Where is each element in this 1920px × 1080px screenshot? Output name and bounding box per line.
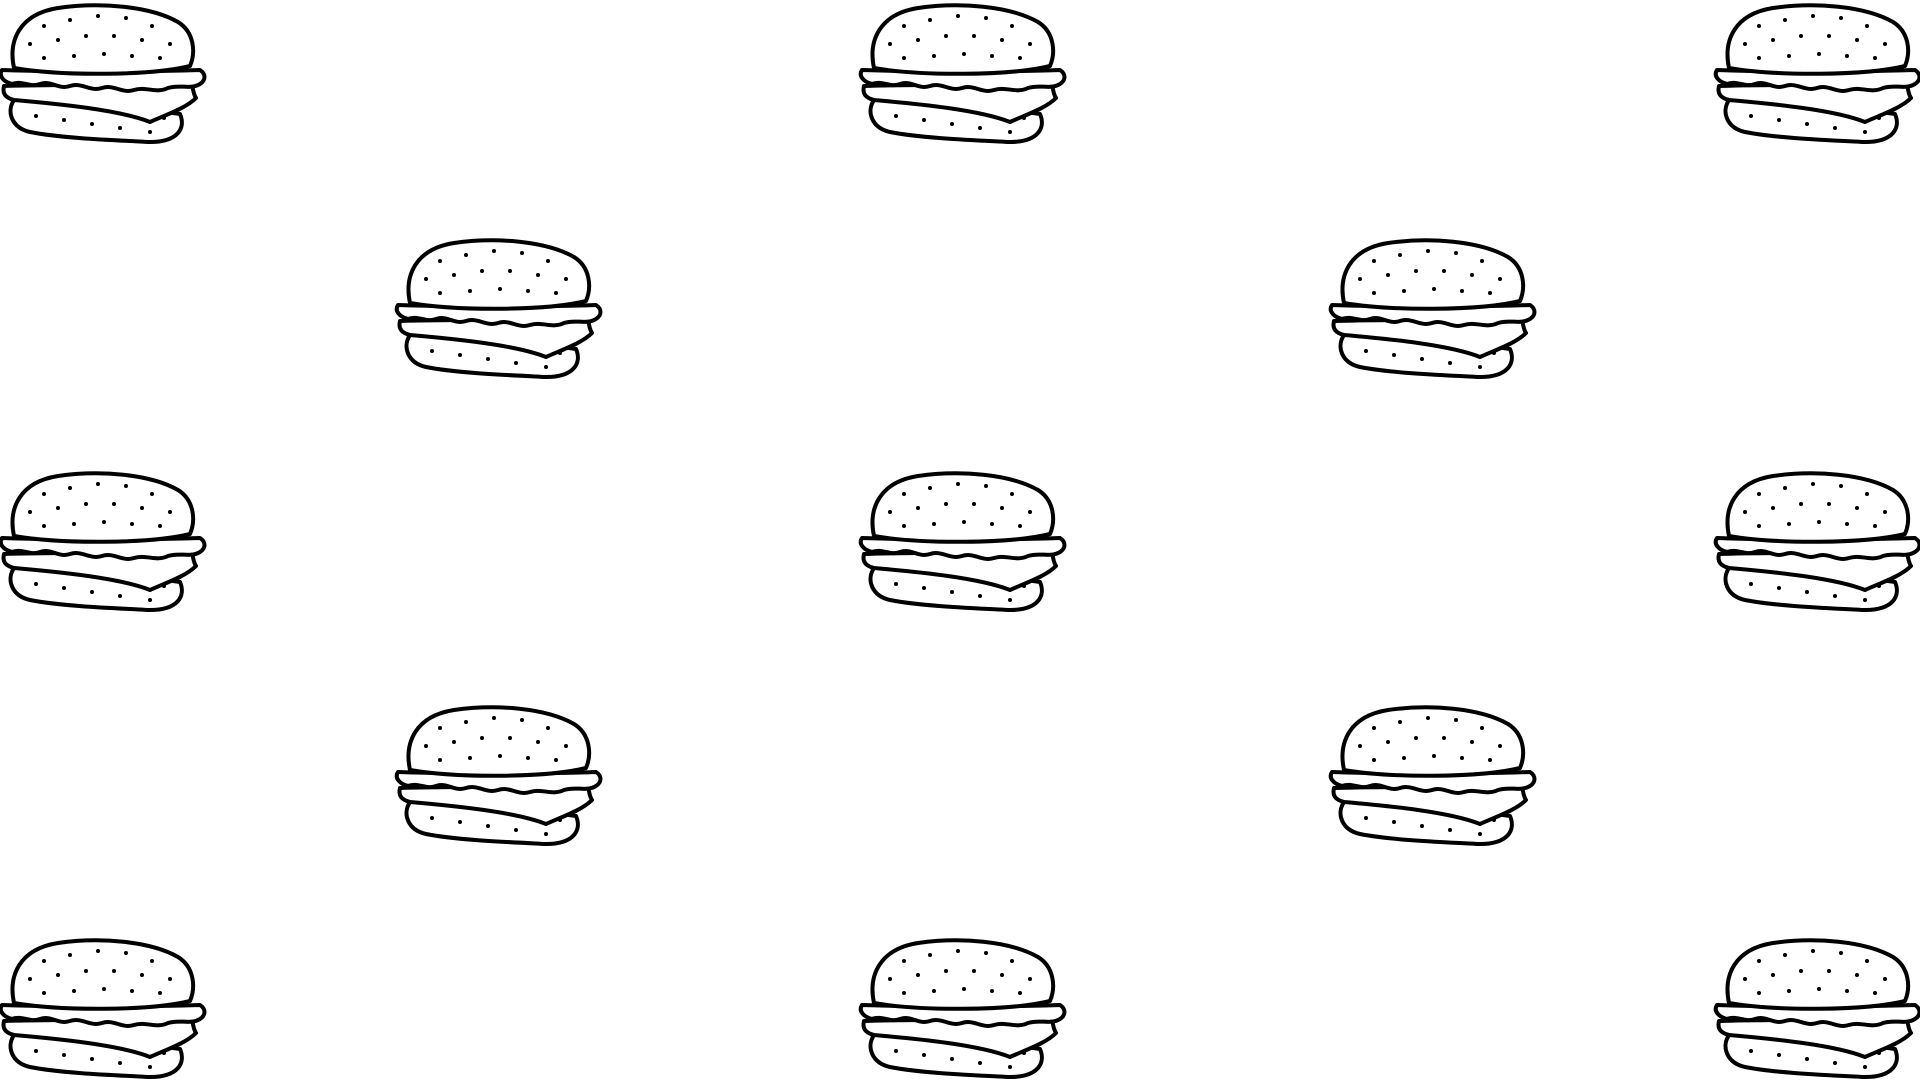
burger-icon bbox=[1328, 702, 1540, 847]
burger-icon bbox=[1328, 235, 1540, 380]
burger-icon bbox=[858, 468, 1070, 613]
burger-icon bbox=[858, 935, 1070, 1080]
burger-icon bbox=[1713, 0, 1920, 145]
burger-icon bbox=[1713, 468, 1920, 613]
burger-icon bbox=[1713, 935, 1920, 1080]
burger-icon bbox=[394, 702, 606, 847]
burger-icon bbox=[858, 0, 1070, 145]
burger-icon bbox=[0, 0, 210, 145]
burger-icon bbox=[394, 235, 606, 380]
burger-icon bbox=[0, 935, 210, 1080]
burger-icon bbox=[0, 468, 210, 613]
